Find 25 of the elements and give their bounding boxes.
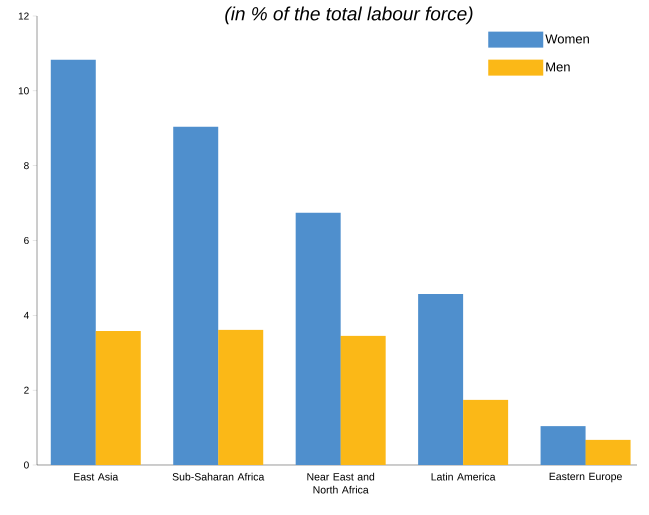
x-tick-label: Eastern Europe bbox=[550, 472, 622, 482]
y-tick-label: 4 bbox=[24, 312, 29, 319]
bar bbox=[586, 440, 631, 465]
bar bbox=[173, 126, 218, 465]
y-tick-label: 8 bbox=[24, 162, 29, 170]
x-tick-label: Near East and North Africa bbox=[307, 472, 374, 494]
bar bbox=[218, 330, 264, 465]
legend-label: Women bbox=[545, 34, 589, 44]
bar bbox=[96, 331, 141, 465]
bar bbox=[463, 400, 508, 465]
y-tick-label: 0 bbox=[24, 461, 29, 469]
x-tick-label: East Asia bbox=[74, 472, 118, 481]
x-tick-label: Latin America bbox=[432, 472, 496, 481]
bar bbox=[540, 426, 586, 465]
y-tick-label: 6 bbox=[24, 236, 29, 244]
y-tick-label: 12 bbox=[18, 12, 29, 20]
bar bbox=[296, 212, 341, 465]
bar bbox=[418, 294, 464, 465]
legend-label: Men bbox=[546, 62, 570, 72]
x-tick-label: Sub-Saharan Africa bbox=[172, 472, 264, 481]
chart-title: (in % of the total labour force) bbox=[225, 6, 472, 24]
bar bbox=[50, 60, 96, 465]
y-tick-label: 10 bbox=[18, 87, 29, 94]
bar bbox=[340, 336, 386, 465]
y-tick-label: 2 bbox=[24, 386, 29, 394]
